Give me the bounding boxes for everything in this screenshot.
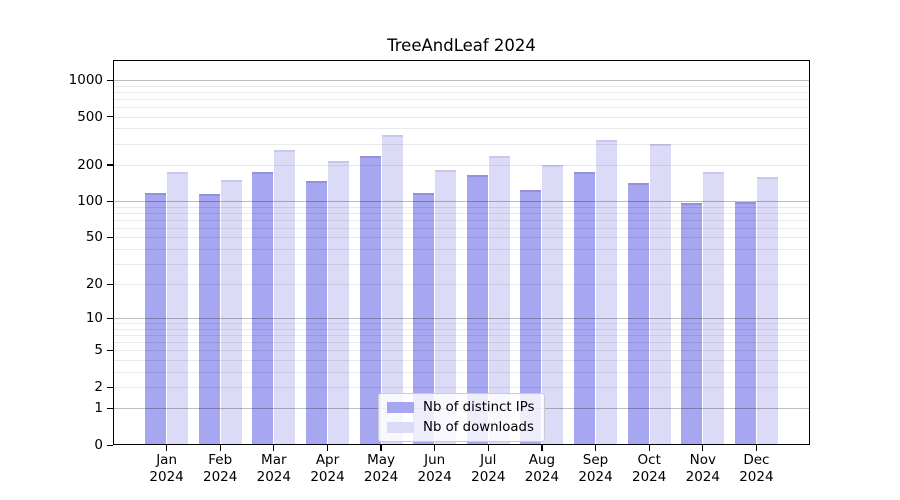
x-tick-mark <box>541 445 543 451</box>
x-tick-mark <box>755 445 758 451</box>
minor-gridline <box>113 98 810 100</box>
major-gridline <box>113 80 810 81</box>
x-tick-label-may: May 2024 <box>363 452 399 485</box>
bar-downloads-nov <box>703 171 725 445</box>
x-tick-label-nov: Nov 2024 <box>685 452 720 485</box>
minor-gridline <box>113 143 810 145</box>
bar-downloads-mar <box>274 150 296 445</box>
bar-downloads-aug <box>542 164 564 445</box>
legend-swatch-distinct-ips <box>387 402 414 413</box>
y-tick-mark <box>107 79 113 81</box>
y-tick-mark <box>107 407 113 410</box>
bar-distinct-ips-jul <box>466 174 488 445</box>
y-tick-mark <box>107 386 113 388</box>
x-tick-mark <box>219 445 221 451</box>
y-tick-label: 10 <box>85 310 103 327</box>
legend-entry-downloads: Nb of downloads <box>387 419 534 436</box>
x-tick-mark <box>165 445 168 451</box>
x-tick-mark <box>273 445 275 451</box>
x-tick-label-sep: Sep 2024 <box>578 452 613 485</box>
y-tick-mark <box>107 164 113 166</box>
y-tick-label: 1 <box>94 400 103 417</box>
bar-downloads-apr <box>328 160 349 445</box>
minor-gridline <box>113 128 810 130</box>
x-tick-label-apr: Apr 2024 <box>310 452 345 485</box>
plot-area <box>113 60 810 445</box>
minor-gridline <box>113 107 810 108</box>
legend-label-distinct-ips: Nb of distinct IPs <box>423 400 535 415</box>
x-tick-label-aug: Aug 2024 <box>524 452 560 485</box>
bar-distinct-ips-mar <box>252 172 274 445</box>
bar-distinct-ips-sep <box>574 171 595 445</box>
y-tick-mark <box>107 200 113 203</box>
x-tick-mark <box>326 445 329 451</box>
bar-distinct-ips-jan <box>145 192 167 445</box>
bar-downloads-feb <box>220 179 242 445</box>
y-tick-label: 50 <box>85 229 103 246</box>
y-tick-mark <box>107 444 113 446</box>
bar-distinct-ips-jun <box>413 193 435 445</box>
legend: Nb of distinct IPs Nb of downloads <box>378 393 546 442</box>
x-tick-label-feb: Feb 2024 <box>203 452 238 485</box>
legend-entry-distinct-ips: Nb of distinct IPs <box>387 399 534 416</box>
bar-downloads-may <box>381 135 403 445</box>
y-tick-label: 2 <box>94 379 103 395</box>
bar-downloads-dec <box>756 176 778 445</box>
x-tick-label-jun: Jun 2024 <box>417 452 452 485</box>
bar-distinct-ips-oct <box>627 182 649 445</box>
bar-downloads-oct <box>649 144 671 445</box>
y-tick-label: 20 <box>85 276 103 293</box>
minor-gridline <box>113 85 810 87</box>
bar-downloads-jan <box>167 172 189 445</box>
chart-title: TreeAndLeaf 2024 <box>387 36 536 55</box>
minor-gridline <box>113 91 810 93</box>
bar-distinct-ips-dec <box>734 202 756 445</box>
y-tick-mark <box>107 236 113 239</box>
x-tick-mark <box>702 445 704 451</box>
minor-gridline <box>113 164 810 166</box>
y-tick-mark <box>107 317 113 320</box>
bar-distinct-ips-aug <box>520 189 542 445</box>
bar-distinct-ips-may <box>359 155 381 445</box>
bar-distinct-ips-apr <box>306 181 327 445</box>
y-tick-label: 100 <box>77 193 103 210</box>
y-tick-label: 1000 <box>68 72 103 88</box>
y-tick-mark <box>107 349 113 352</box>
legend-swatch-downloads <box>387 422 414 433</box>
y-tick-label: 0 <box>94 437 103 453</box>
x-tick-label-mar: Mar 2024 <box>256 452 291 485</box>
x-tick-mark <box>594 445 597 451</box>
y-tick-label: 500 <box>77 108 103 125</box>
bar-downloads-sep <box>596 139 617 445</box>
x-tick-label-jan: Jan 2024 <box>149 452 184 485</box>
bar-downloads-jun <box>435 170 457 445</box>
minor-gridline <box>113 116 810 118</box>
bar-distinct-ips-nov <box>681 203 703 445</box>
y-tick-label: 5 <box>94 342 103 359</box>
bar-distinct-ips-feb <box>198 193 220 445</box>
x-tick-label-dec: Dec 2024 <box>739 452 774 485</box>
x-tick-mark <box>380 445 382 451</box>
x-tick-mark <box>487 445 489 451</box>
x-tick-mark <box>648 445 650 451</box>
y-tick-mark <box>107 116 113 118</box>
y-tick-mark <box>107 283 113 286</box>
legend-label-downloads: Nb of downloads <box>423 420 534 435</box>
bar-downloads-jul <box>488 156 510 445</box>
x-tick-mark <box>434 445 436 451</box>
x-tick-label-oct: Oct 2024 <box>632 452 667 485</box>
x-tick-label-jul: Jul 2024 <box>471 452 506 485</box>
y-tick-label: 200 <box>77 156 103 173</box>
